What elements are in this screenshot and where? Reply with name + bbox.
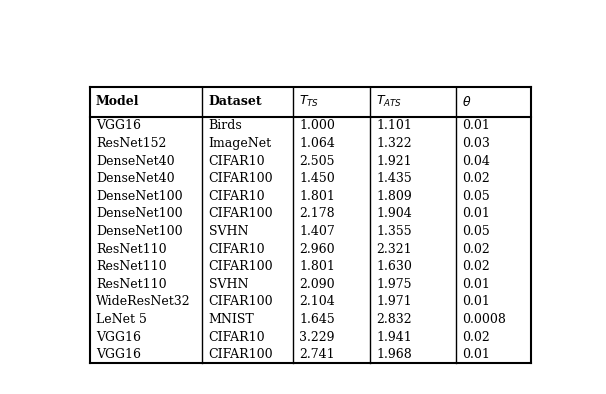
Text: 2.741: 2.741 <box>299 348 335 361</box>
Text: ResNet110: ResNet110 <box>96 260 167 273</box>
Text: 1.971: 1.971 <box>376 296 412 309</box>
Text: CIFAR100: CIFAR100 <box>208 207 273 220</box>
Text: 1.000: 1.000 <box>299 119 335 132</box>
Text: CIFAR10: CIFAR10 <box>208 243 265 256</box>
Text: DenseNet40: DenseNet40 <box>96 154 175 167</box>
Text: WideResNet32: WideResNet32 <box>96 296 190 309</box>
Text: 0.03: 0.03 <box>462 137 490 150</box>
Text: DenseNet100: DenseNet100 <box>96 207 182 220</box>
Text: VGG16: VGG16 <box>96 331 141 344</box>
Text: 1.968: 1.968 <box>376 348 412 361</box>
Text: 2.104: 2.104 <box>299 296 335 309</box>
Text: CIFAR10: CIFAR10 <box>208 331 265 344</box>
Text: LeNet 5: LeNet 5 <box>96 313 147 326</box>
Text: 2.178: 2.178 <box>299 207 335 220</box>
Text: VGG16: VGG16 <box>96 348 141 361</box>
Text: DenseNet100: DenseNet100 <box>96 190 182 203</box>
Text: 1.921: 1.921 <box>376 154 412 167</box>
Text: 0.02: 0.02 <box>462 260 490 273</box>
Text: CIFAR10: CIFAR10 <box>208 190 265 203</box>
Text: 0.01: 0.01 <box>462 278 490 291</box>
Text: ImageNet: ImageNet <box>208 137 271 150</box>
Text: DenseNet100: DenseNet100 <box>96 225 182 238</box>
Text: ResNet110: ResNet110 <box>96 243 167 256</box>
Text: 1.941: 1.941 <box>376 331 412 344</box>
Text: 1.801: 1.801 <box>299 190 335 203</box>
Text: CIFAR10: CIFAR10 <box>208 154 265 167</box>
Text: SVHN: SVHN <box>208 225 248 238</box>
Text: 2.505: 2.505 <box>299 154 335 167</box>
Text: Birds: Birds <box>208 119 242 132</box>
Text: VGG16: VGG16 <box>96 119 141 132</box>
Text: 1.645: 1.645 <box>299 313 335 326</box>
Text: DenseNet40: DenseNet40 <box>96 172 175 185</box>
Text: $\theta$: $\theta$ <box>462 95 472 109</box>
Text: CIFAR100: CIFAR100 <box>208 348 273 361</box>
Text: 1.975: 1.975 <box>376 278 412 291</box>
Text: Model: Model <box>96 95 139 108</box>
Text: CIFAR100: CIFAR100 <box>208 172 273 185</box>
Text: 2.321: 2.321 <box>376 243 412 256</box>
Text: 1.904: 1.904 <box>376 207 412 220</box>
Text: 3.229: 3.229 <box>299 331 335 344</box>
Text: 0.02: 0.02 <box>462 172 490 185</box>
Text: $T_{TS}$: $T_{TS}$ <box>299 94 319 110</box>
Text: 0.05: 0.05 <box>462 225 490 238</box>
Text: ResNet152: ResNet152 <box>96 137 166 150</box>
Text: 1.101: 1.101 <box>376 119 412 132</box>
Text: ResNet110: ResNet110 <box>96 278 167 291</box>
Text: 0.02: 0.02 <box>462 243 490 256</box>
Text: 1.435: 1.435 <box>376 172 412 185</box>
Text: 2.090: 2.090 <box>299 278 335 291</box>
Text: 1.407: 1.407 <box>299 225 335 238</box>
Text: 1.450: 1.450 <box>299 172 335 185</box>
Text: 0.02: 0.02 <box>462 331 490 344</box>
Text: 1.064: 1.064 <box>299 137 335 150</box>
Text: 1.801: 1.801 <box>299 260 335 273</box>
Text: 1.809: 1.809 <box>376 190 412 203</box>
Text: 0.01: 0.01 <box>462 207 490 220</box>
Text: CIFAR100: CIFAR100 <box>208 296 273 309</box>
Text: CIFAR100: CIFAR100 <box>208 260 273 273</box>
Text: MNIST: MNIST <box>208 313 255 326</box>
Text: 2.832: 2.832 <box>376 313 412 326</box>
Text: $T_{ATS}$: $T_{ATS}$ <box>376 94 402 110</box>
Text: 1.322: 1.322 <box>376 137 412 150</box>
Text: 2.960: 2.960 <box>299 243 335 256</box>
Text: 1.355: 1.355 <box>376 225 412 238</box>
Text: 0.01: 0.01 <box>462 296 490 309</box>
Text: 0.01: 0.01 <box>462 348 490 361</box>
Text: 1.630: 1.630 <box>376 260 412 273</box>
Text: 0.01: 0.01 <box>462 119 490 132</box>
Text: 0.04: 0.04 <box>462 154 490 167</box>
Text: 0.05: 0.05 <box>462 190 490 203</box>
Text: 0.0008: 0.0008 <box>462 313 506 326</box>
Text: SVHN: SVHN <box>208 278 248 291</box>
Text: Dataset: Dataset <box>208 95 262 108</box>
